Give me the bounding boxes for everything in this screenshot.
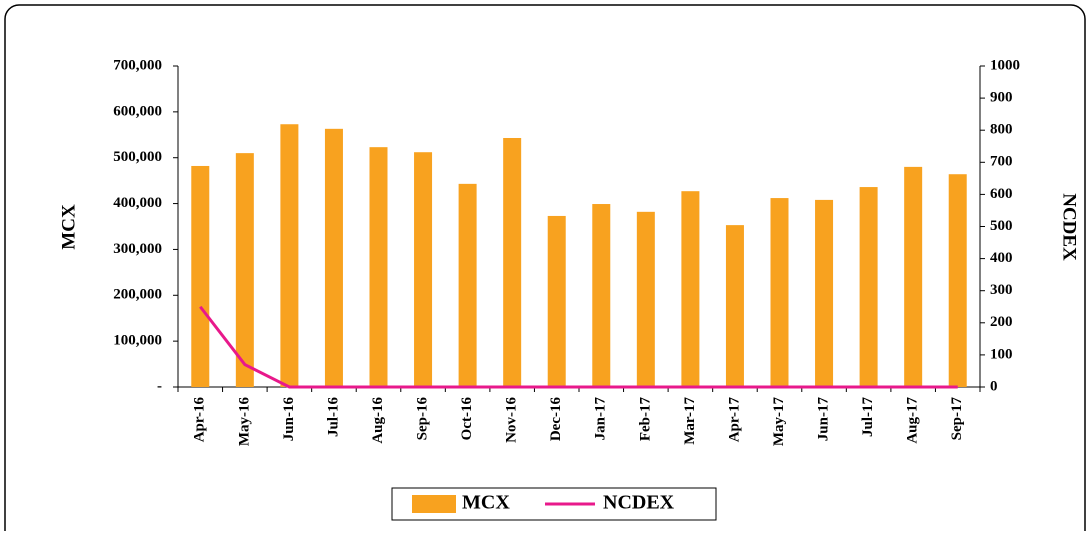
y2-axis-label: NCDEX [1059, 193, 1080, 261]
legend-label: NCDEX [603, 492, 675, 514]
x-tick-label: Jun-16 [281, 397, 297, 442]
bar [948, 174, 967, 387]
bar [369, 147, 388, 387]
y-axis-label: MCX [58, 204, 79, 250]
x-tick-label: May-16 [236, 397, 252, 447]
bar [592, 204, 611, 387]
chart-frame [4, 4, 1086, 536]
y-tick-label: 700,000 [113, 57, 162, 73]
x-tick-label: Apr-16 [192, 397, 208, 443]
bar [859, 187, 878, 387]
x-tick-label: Mar-17 [682, 397, 698, 445]
x-tick-label: Jul-17 [860, 397, 876, 438]
y-tick-label: 200,000 [113, 287, 162, 303]
bar [280, 124, 299, 387]
x-tick-label: Dec-16 [548, 397, 564, 442]
y2-tick-label: 900 [990, 90, 1013, 106]
x-tick-label: Aug-17 [905, 397, 921, 444]
y-tick-label: 400,000 [113, 195, 162, 211]
x-tick-label: May-17 [771, 397, 787, 447]
bar [815, 199, 834, 387]
y2-tick-label: 400 [990, 250, 1013, 266]
bar [725, 225, 744, 387]
y-tick-label: 600,000 [113, 103, 162, 119]
x-tick-label: Feb-17 [637, 397, 653, 442]
x-tick-label: Jun-17 [815, 397, 831, 442]
y2-tick-label: 300 [990, 282, 1013, 298]
x-tick-label: Sep-17 [949, 397, 965, 441]
bar [681, 191, 700, 387]
bar [636, 211, 655, 387]
bar [547, 215, 566, 387]
y2-tick-label: 200 [990, 314, 1013, 330]
y2-tick-label: 1000 [990, 57, 1020, 73]
bar [503, 137, 522, 387]
y-tick-label: 100,000 [113, 333, 162, 349]
y-tick-label: - [157, 378, 162, 394]
y2-tick-label: 600 [990, 186, 1013, 202]
y2-tick-label: 700 [990, 154, 1013, 170]
bar [770, 198, 789, 387]
bar [191, 165, 210, 387]
line [199, 305, 958, 389]
bar [904, 166, 923, 387]
x-tick-label: Aug-16 [370, 397, 386, 444]
y2-tick-label: 500 [990, 218, 1013, 234]
bar [458, 183, 477, 387]
x-tick-label: Oct-16 [459, 397, 475, 441]
bar [235, 153, 254, 387]
x-tick-label: Jan-17 [593, 397, 609, 441]
y-tick-label: 500,000 [113, 149, 162, 165]
bar [414, 152, 433, 387]
x-tick-label: Jul-16 [325, 397, 341, 438]
y2-tick-label: 0 [990, 378, 998, 394]
y-tick-label: 300,000 [113, 241, 162, 257]
x-tick-label: Sep-16 [414, 397, 430, 441]
legend-swatch [412, 495, 456, 513]
bar [324, 128, 343, 387]
x-tick-label: Apr-17 [726, 397, 742, 443]
y2-tick-label: 100 [990, 346, 1013, 362]
y2-tick-label: 800 [990, 122, 1013, 138]
legend-label: MCX [462, 492, 510, 514]
x-tick-label: Nov-16 [504, 397, 520, 443]
